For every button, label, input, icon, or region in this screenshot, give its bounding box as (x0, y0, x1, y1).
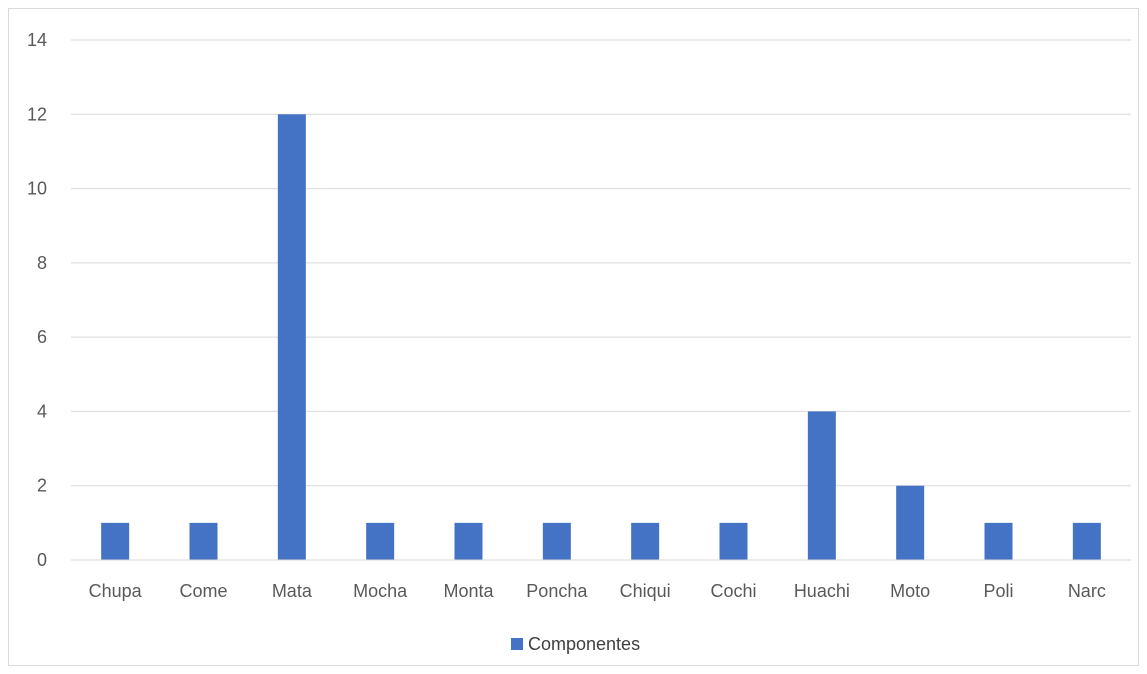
bar-poncha (542, 522, 571, 560)
bar-narc (1072, 522, 1101, 560)
x-tick-label: Narc (1068, 581, 1106, 601)
x-tick-label: Poli (983, 581, 1013, 601)
x-tick-label: Monta (443, 581, 494, 601)
x-tick-label: Cochi (710, 581, 756, 601)
y-tick-label: 12 (27, 104, 47, 124)
gridlines (71, 39, 1131, 487)
x-axis-labels: Chupa Come Mata Mocha Monta Poncha Chiqui Cochi… (89, 581, 1106, 601)
x-tick-label: Huachi (794, 581, 850, 601)
x-tick-label: Chiqui (620, 581, 671, 601)
y-tick-label: 0 (37, 550, 47, 570)
x-tick-label: Poncha (526, 581, 588, 601)
y-tick-label: 2 (37, 476, 47, 496)
x-tick-label: Chupa (89, 581, 143, 601)
legend-swatch (511, 638, 523, 650)
bar-poli (984, 522, 1013, 560)
legend: Componentes (511, 634, 640, 654)
x-tick-label: Mocha (353, 581, 408, 601)
bars (101, 114, 1101, 561)
y-tick-label: 4 (37, 401, 47, 421)
x-tick-label: Moto (890, 581, 930, 601)
y-tick-label: 10 (27, 179, 47, 199)
bar-mocha (366, 522, 395, 560)
y-axis-ticks: 0 2 4 6 8 10 12 14 (27, 30, 47, 570)
bar-come (189, 522, 218, 560)
bar-chupa (101, 522, 130, 560)
bar-moto (896, 485, 925, 560)
y-tick-label: 14 (27, 30, 47, 50)
y-tick-label: 6 (37, 327, 47, 347)
bar-huachi (807, 411, 836, 560)
y-tick-label: 8 (37, 253, 47, 273)
bar-monta (454, 522, 483, 560)
bar-mata (277, 114, 306, 561)
legend-label: Componentes (528, 634, 640, 654)
bar-chiqui (631, 522, 660, 560)
bar-cochi (719, 522, 748, 560)
x-tick-label: Mata (272, 581, 313, 601)
x-tick-label: Come (179, 581, 227, 601)
